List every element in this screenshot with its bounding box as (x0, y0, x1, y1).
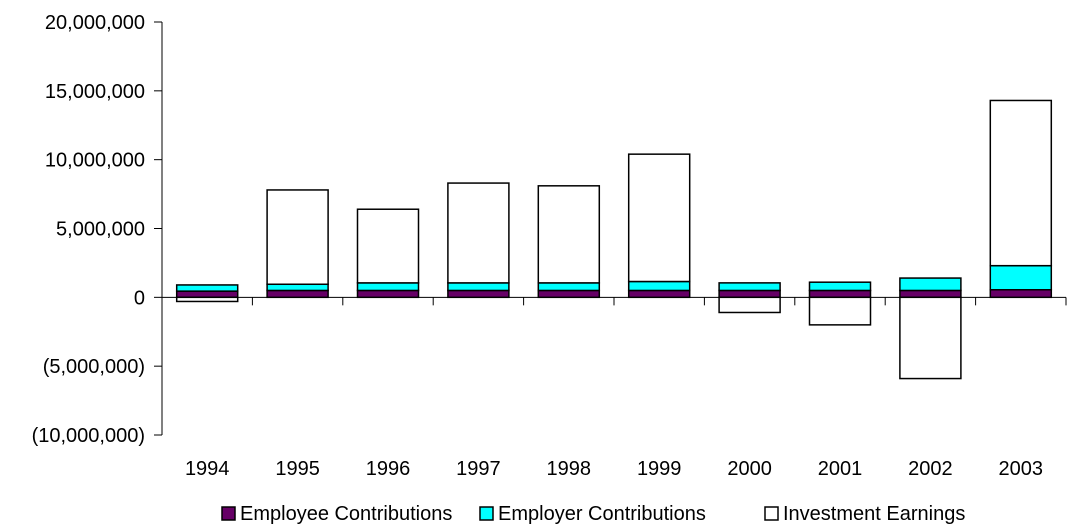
x-tick-label: 2001 (818, 458, 863, 480)
legend-label: Investment Earnings (783, 503, 965, 525)
y-tick-label: (5,000,000) (43, 356, 145, 378)
bar-segment (627, 153, 691, 283)
x-tick-label: 2000 (727, 458, 772, 480)
bar-segment (537, 282, 601, 292)
bar-segment (447, 289, 510, 299)
y-tick-label: 10,000,000 (45, 150, 145, 172)
bar-segment (808, 289, 872, 299)
bar-segment (989, 99, 1053, 267)
x-tick-label: 1996 (366, 458, 411, 480)
bar-segment (808, 296, 872, 326)
bar-segment (989, 289, 1053, 299)
bar-segment (175, 296, 239, 303)
bar-segment (718, 289, 781, 299)
bar-segment (899, 277, 962, 292)
bar-segment (266, 289, 329, 299)
x-tick-label: 1998 (547, 458, 592, 480)
bar-segment (537, 289, 601, 299)
y-tick-label: 5,000,000 (56, 219, 145, 241)
bars (175, 99, 1053, 380)
bar-segment (808, 281, 872, 292)
bar-segment (718, 296, 781, 314)
legend-swatch (764, 506, 779, 521)
x-tick-label: 1997 (456, 458, 501, 480)
x-tick-label: 1995 (275, 458, 320, 480)
bar-segment (718, 282, 781, 292)
x-axis: 1994 1995 1996 1997 1998 1999 2000 2001 2002 2003 (162, 296, 1067, 480)
y-tick-label: (10,000,000) (32, 425, 145, 447)
bar-segment (899, 296, 962, 380)
legend-label: Employee Contributions (240, 503, 452, 525)
bar-segment (356, 282, 420, 292)
y-tick-label: 15,000,000 (45, 81, 145, 103)
bar-segment (899, 289, 962, 299)
bar-segment (175, 284, 239, 292)
bar-segment (627, 289, 691, 299)
x-tick-label: 1999 (637, 458, 682, 480)
x-tick-label: 2002 (908, 458, 953, 480)
bar-segment (537, 185, 601, 284)
x-tick-label: 2003 (999, 458, 1044, 480)
legend-swatch (221, 506, 236, 521)
legend-swatch (479, 506, 494, 521)
bar-segment (175, 290, 239, 299)
legend-label: Employer Contributions (498, 503, 706, 525)
y-tick-label: 20,000,000 (45, 12, 145, 34)
bar-segment (989, 264, 1053, 291)
legend: Employee Contributions Employer Contribut… (221, 503, 965, 525)
bar-segment (447, 282, 510, 292)
bar-segment (447, 182, 510, 284)
y-axis: 20,000,000 15,000,000 10,000,000 5,000,000 0… (32, 12, 163, 447)
x-tick-label: 1994 (185, 458, 230, 480)
bar-segment (627, 280, 691, 292)
bar-segment (266, 189, 329, 286)
bar-segment (356, 208, 420, 284)
bar-segment (356, 289, 420, 299)
bar-segment (266, 283, 329, 292)
y-tick-label: 0 (134, 287, 145, 309)
